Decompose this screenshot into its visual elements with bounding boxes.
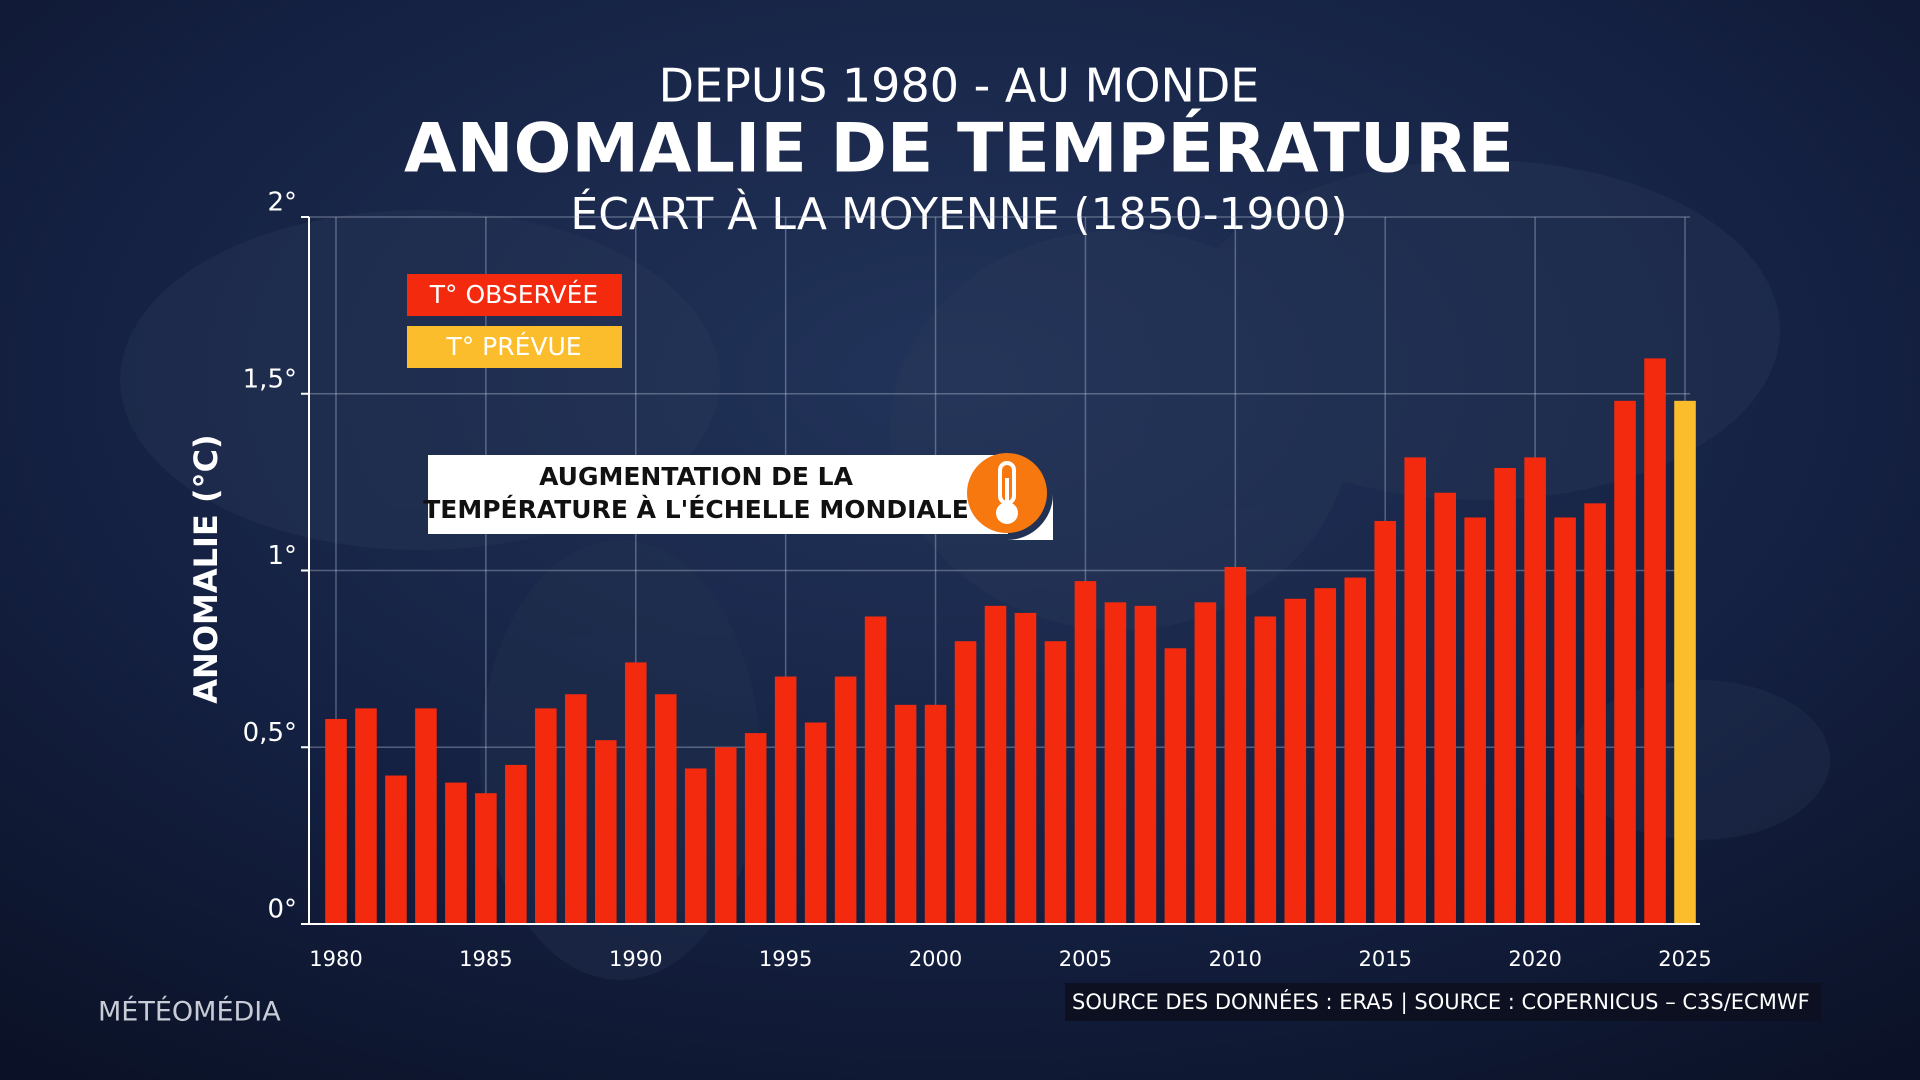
- y-tick-label: 2°: [267, 188, 297, 218]
- y-tick-label: 1,5°: [243, 364, 297, 394]
- bar: [1164, 648, 1187, 924]
- y-tick-label: 0,5°: [243, 718, 297, 748]
- bar: [1044, 641, 1067, 924]
- thermometer-level: [1005, 478, 1009, 508]
- subtitle: ÉCART À LA MOYENNE (1850-1900): [570, 187, 1347, 240]
- x-tick-label: 2020: [1508, 947, 1561, 971]
- bar: [624, 662, 647, 924]
- x-tick-label: 2000: [909, 947, 962, 971]
- x-tick-label: 2015: [1358, 947, 1411, 971]
- bar: [714, 747, 737, 924]
- annotation-box: [428, 455, 1008, 534]
- bar: [475, 793, 497, 924]
- bar: [1344, 577, 1367, 924]
- bar: [1494, 467, 1516, 924]
- bar: [954, 641, 977, 924]
- icon-outline: [1007, 448, 1053, 540]
- x-tick-label: 1990: [609, 947, 662, 971]
- bar: [774, 676, 797, 924]
- bar: [325, 718, 347, 924]
- bar: [1104, 602, 1127, 924]
- bar: [1254, 616, 1277, 924]
- bar: [505, 764, 527, 924]
- bar: [654, 694, 677, 924]
- legend-label: T° OBSERVÉE: [429, 280, 598, 309]
- bar: [1584, 503, 1606, 924]
- x-tick-label: 2025: [1658, 947, 1711, 971]
- bar: [684, 768, 707, 924]
- bar: [415, 708, 437, 924]
- bar: [1434, 492, 1456, 924]
- bar: [1464, 517, 1486, 924]
- bar: [1314, 588, 1337, 924]
- bar: [1554, 517, 1576, 924]
- bar: [1644, 358, 1666, 924]
- supertitle: DEPUIS 1980 - AU MONDE: [659, 59, 1260, 113]
- y-tick-label: 1°: [267, 541, 297, 571]
- bar: [1194, 602, 1217, 924]
- bar: [744, 733, 767, 924]
- chart-title: ANOMALIE DE TEMPÉRATURE: [404, 109, 1514, 189]
- legend-label: T° PRÉVUE: [445, 332, 581, 361]
- bar: [1404, 457, 1426, 924]
- annotation-text: AUGMENTATION DE LA: [539, 462, 853, 491]
- bar: [1524, 457, 1546, 924]
- bar: [594, 740, 617, 924]
- bar: [1284, 598, 1307, 924]
- x-tick-label: 2010: [1209, 947, 1262, 971]
- bar: [834, 676, 857, 924]
- bar: [804, 722, 827, 924]
- bar: [1374, 521, 1397, 924]
- bar: [565, 694, 587, 924]
- annotation-text: TEMPÉRATURE À L'ÉCHELLE MONDIALE: [423, 495, 969, 524]
- bar: [385, 775, 407, 924]
- y-tick-label: 0°: [267, 895, 297, 925]
- bar: [355, 708, 377, 924]
- bar: [984, 605, 1007, 924]
- bar: [1074, 581, 1097, 924]
- x-tick-label: 1995: [759, 947, 812, 971]
- source-box: [1065, 983, 1821, 1021]
- source: SOURCE DES DONNÉES : ERA5 | SOURCE : COP…: [1072, 989, 1810, 1015]
- bar: [1614, 400, 1636, 924]
- plot-area: 0° 0,5° 1° 1,5° 2° 1980 1985 1990 1995 2000 2005 20…: [243, 188, 1712, 972]
- bar: [535, 708, 557, 924]
- bar: [1674, 400, 1696, 924]
- thermometer-bulb: [996, 502, 1018, 524]
- legend-swatch: [407, 274, 622, 316]
- x-tick-label: 1985: [459, 947, 512, 971]
- bar: [924, 704, 947, 924]
- legend-swatch: [407, 326, 622, 368]
- annotation: AUGMENTATION DE LA TEMPÉRATURE À L'ÉCHEL…: [423, 448, 1053, 540]
- bar: [894, 704, 917, 924]
- bar: [1014, 612, 1037, 924]
- brand: MÉTÉOMÉDIA: [98, 996, 281, 1028]
- y-axis-label: ANOMALIE (°C): [187, 434, 225, 703]
- x-tick-label: 2005: [1059, 947, 1112, 971]
- bar: [1134, 605, 1157, 924]
- x-tick-label: 1980: [309, 947, 362, 971]
- bar: [445, 782, 467, 924]
- bar: [1224, 566, 1247, 924]
- bar: [864, 616, 887, 924]
